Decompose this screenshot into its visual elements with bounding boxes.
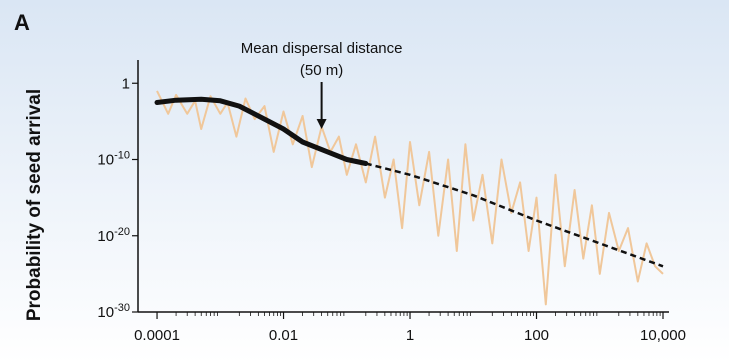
annotation-arrow-head [316,119,327,129]
series-noisy-line [156,90,664,306]
annotation-arrow [316,82,327,129]
y-tick-label: 10-10 [97,150,130,169]
x-tick-label: 0.01 [269,327,298,344]
y-tick-label: 1 [122,75,130,92]
y-tick-label: 10-20 [97,226,130,245]
annotation-line1: Mean dispersal distance [241,40,403,57]
y-tick-label: 10-30 [97,302,130,321]
x-tick-label: 100 [524,327,549,344]
x-tick-label: 0.0001 [134,327,180,344]
tick-labels: 0.0001 0.01 1 100 10,000 1 10-10 10-20 10-30 [97,75,686,344]
x-tick-label: 1 [406,327,414,344]
noisy-series [156,90,664,306]
y-axis-label: Probability of seed arrival [24,89,45,321]
panel-label: A [14,10,30,35]
x-tick-label: 10,000 [640,327,686,344]
annotation-line2: (50 m) [300,62,343,79]
series-thick-line [154,96,369,166]
fitted-series [154,96,664,268]
